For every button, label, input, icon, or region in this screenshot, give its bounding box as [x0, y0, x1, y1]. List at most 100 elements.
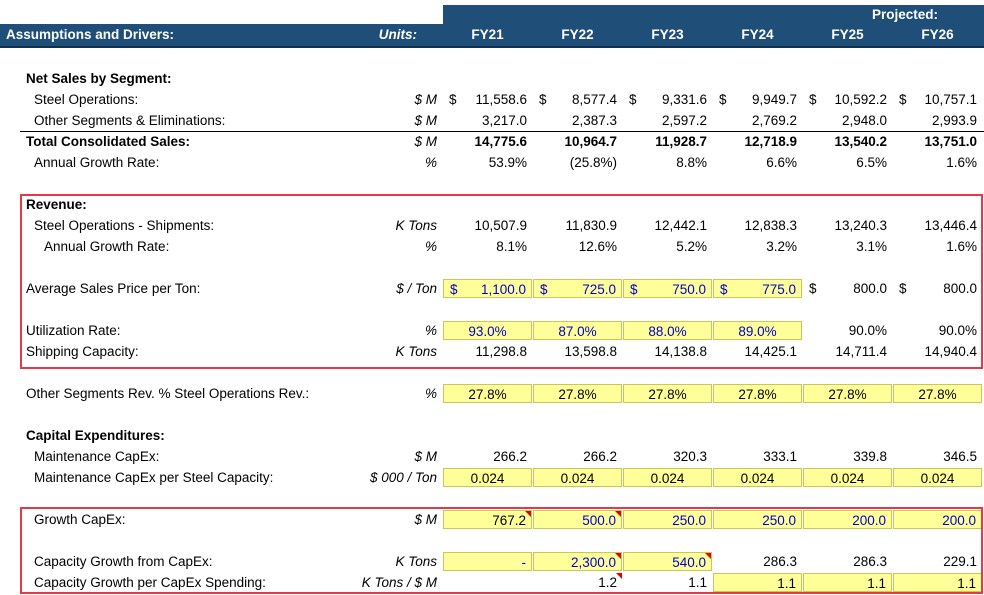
cell-fy26[interactable]: 229.1 — [893, 552, 982, 571]
cell-fy22[interactable]: 2,387.3 — [533, 111, 622, 130]
cell-fy24[interactable]: 286.3 — [713, 552, 802, 571]
cell-fy26[interactable]: 200.0 — [893, 510, 982, 529]
cell-fy23[interactable]: 540.0 — [623, 552, 712, 571]
cell-fy22[interactable]: 2,300.0 — [533, 552, 622, 571]
comment-indicator-icon[interactable] — [525, 511, 531, 517]
cell-fy24[interactable]: $775.0 — [713, 279, 802, 298]
cell-fy25[interactable]: 339.8 — [803, 447, 892, 466]
cell-fy24[interactable]: 250.0 — [713, 510, 802, 529]
cell-fy22[interactable]: (25.8%) — [533, 153, 622, 172]
cell-fy21[interactable]: $11,558.6 — [443, 90, 532, 109]
cell-fy25[interactable]: 13,240.3 — [803, 216, 892, 235]
cell-fy23[interactable]: 0.024 — [623, 468, 712, 487]
cell-fy25[interactable]: 13,540.2 — [803, 132, 892, 151]
cell-fy26[interactable]: 27.8% — [893, 384, 982, 403]
cell-fy22[interactable]: 1.2 — [533, 573, 622, 592]
cell-fy26[interactable]: 90.0% — [893, 321, 982, 340]
cell-fy26[interactable]: 1.6% — [893, 237, 982, 256]
cell-fy25[interactable]: 1.1 — [803, 573, 892, 592]
cell-fy26[interactable]: $800.0 — [893, 279, 982, 298]
cell-fy25[interactable]: 2,948.0 — [803, 111, 892, 130]
comment-indicator-icon[interactable] — [616, 573, 622, 579]
cell-fy21[interactable]: 11,298.8 — [443, 342, 532, 361]
cell-fy26[interactable]: 14,940.4 — [893, 342, 982, 361]
cell-fy22[interactable]: 27.8% — [533, 384, 622, 403]
cell-fy24[interactable]: 27.8% — [713, 384, 802, 403]
cell-fy25[interactable]: $800.0 — [803, 279, 892, 298]
cell-fy25[interactable]: 3.1% — [803, 237, 892, 256]
cell-fy24[interactable]: $9,949.7 — [713, 90, 802, 109]
comment-indicator-icon[interactable] — [615, 553, 621, 559]
cell-value: 725.0 — [582, 282, 616, 297]
cell-fy21[interactable]: 0.024 — [443, 468, 532, 487]
cell-fy21[interactable]: 8.1% — [443, 237, 532, 256]
growth-capex-highlight-box — [20, 507, 983, 594]
comment-indicator-icon[interactable] — [615, 511, 621, 517]
cell-fy21[interactable]: 10,507.9 — [443, 216, 532, 235]
cell-fy23[interactable]: 8.8% — [623, 153, 712, 172]
cell-fy22[interactable]: $8,577.4 — [533, 90, 622, 109]
cell-fy23[interactable]: $750.0 — [623, 279, 712, 298]
cell-fy26[interactable]: 0.024 — [893, 468, 982, 487]
cell-fy23[interactable]: 88.0% — [623, 321, 712, 340]
cell-fy25[interactable]: 286.3 — [803, 552, 892, 571]
cell-fy22[interactable]: 11,830.9 — [533, 216, 622, 235]
cell-fy24[interactable]: 14,425.1 — [713, 342, 802, 361]
cell-fy26[interactable]: 1.1 — [893, 573, 982, 592]
cell-fy24[interactable]: 12,718.9 — [713, 132, 802, 151]
cell-fy21[interactable]: 3,217.0 — [443, 111, 532, 130]
cell-fy24[interactable]: 0.024 — [713, 468, 802, 487]
cell-fy25[interactable]: 0.024 — [803, 468, 892, 487]
cell-fy21[interactable]: 53.9% — [443, 153, 532, 172]
cell-fy21[interactable]: 27.8% — [443, 384, 532, 403]
cell-fy23[interactable]: 320.3 — [623, 447, 712, 466]
cell-fy21[interactable]: 767.2 — [443, 510, 532, 529]
cell-fy23[interactable]: 250.0 — [623, 510, 712, 529]
cell-fy26[interactable]: 1.6% — [893, 153, 982, 172]
cell-fy22[interactable]: 10,964.7 — [533, 132, 622, 151]
cell-fy23[interactable]: 2,597.2 — [623, 111, 712, 130]
cell-value: 2,993.9 — [931, 113, 977, 128]
cell-fy24[interactable]: 89.0% — [713, 321, 802, 340]
cell-fy26[interactable]: 2,993.9 — [893, 111, 982, 130]
cell-fy23[interactable]: 5.2% — [623, 237, 712, 256]
comment-indicator-icon[interactable] — [705, 553, 711, 559]
cell-fy22[interactable]: 87.0% — [533, 321, 622, 340]
cell-fy23[interactable]: 12,442.1 — [623, 216, 712, 235]
cell-fy21[interactable]: $1,100.0 — [443, 279, 532, 298]
cell-fy23[interactable]: $9,331.6 — [623, 90, 712, 109]
cell-fy22[interactable]: $725.0 — [533, 279, 622, 298]
cell-fy26[interactable]: $10,757.1 — [893, 90, 982, 109]
cell-fy21[interactable]: - — [443, 552, 532, 571]
cell-fy25[interactable]: 200.0 — [803, 510, 892, 529]
cell-fy24[interactable]: 2,769.2 — [713, 111, 802, 130]
cell-fy24[interactable]: 12,838.3 — [713, 216, 802, 235]
cell-fy22[interactable]: 0.024 — [533, 468, 622, 487]
cell-fy26[interactable]: 13,446.4 — [893, 216, 982, 235]
cell-fy23[interactable]: 27.8% — [623, 384, 712, 403]
cell-fy26[interactable]: 13,751.0 — [893, 132, 982, 151]
cell-value: 11,830.9 — [565, 218, 617, 233]
cell-fy23[interactable]: 14,138.8 — [623, 342, 712, 361]
cell-fy24[interactable]: 3.2% — [713, 237, 802, 256]
cell-fy22[interactable]: 13,598.8 — [533, 342, 622, 361]
cell-fy21[interactable]: 93.0% — [443, 321, 532, 340]
cell-fy24[interactable]: 1.1 — [713, 573, 802, 592]
cell-fy23[interactable]: 1.1 — [623, 573, 712, 592]
cell-fy25[interactable]: $10,592.2 — [803, 90, 892, 109]
cell-fy22[interactable]: 500.0 — [533, 510, 622, 529]
cell-fy25[interactable]: 27.8% — [803, 384, 892, 403]
cell-fy23[interactable]: 11,928.7 — [623, 132, 712, 151]
cell-fy22[interactable]: 266.2 — [533, 447, 622, 466]
cell-fy21[interactable]: 14,775.6 — [443, 132, 532, 151]
cell-fy25[interactable]: 6.5% — [803, 153, 892, 172]
cell-fy25[interactable]: 90.0% — [803, 321, 892, 340]
cell-fy24[interactable]: 6.6% — [713, 153, 802, 172]
cell-fy24[interactable]: 333.1 — [713, 447, 802, 466]
cell-fy22[interactable]: 12.6% — [533, 237, 622, 256]
cell-fy26[interactable]: 346.5 — [893, 447, 982, 466]
row-label: Net Sales by Segment: — [26, 71, 172, 86]
cell-fy25[interactable]: 14,711.4 — [803, 342, 892, 361]
cell-value: 250.0 — [762, 513, 796, 528]
cell-fy21[interactable]: 266.2 — [443, 447, 532, 466]
